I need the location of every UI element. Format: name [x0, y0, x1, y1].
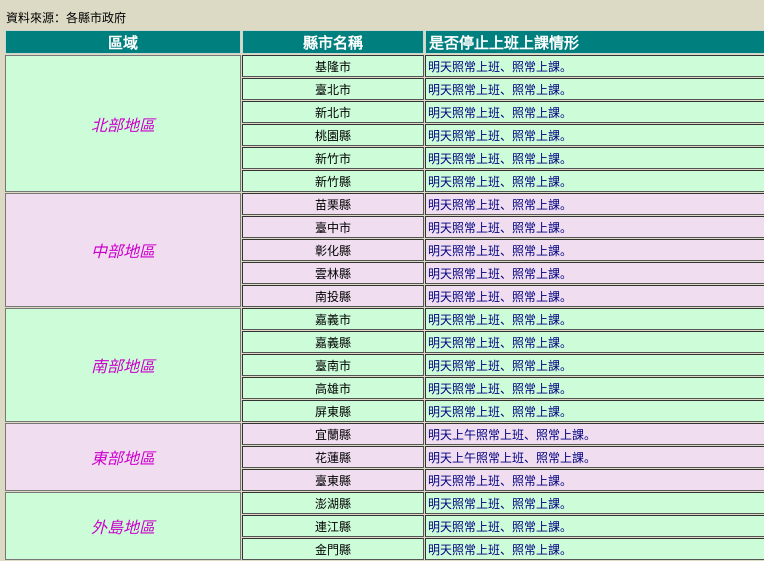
- county-cell: 嘉義縣: [242, 331, 424, 353]
- county-cell: 臺北市: [242, 78, 424, 100]
- table-row: 新北市 明天照常上班、照常上課。: [5, 101, 764, 123]
- county-cell: 花蓮縣: [242, 446, 424, 468]
- status-cell: 明天照常上班、照常上課。: [425, 331, 764, 353]
- table-row: 連江縣 明天照常上班、照常上課。: [5, 515, 764, 537]
- region-cell: 中部地區: [5, 193, 241, 307]
- region-cell: 東部地區: [5, 423, 241, 491]
- status-cell: 明天照常上班、照常上課。: [425, 515, 764, 537]
- status-cell: 明天上午照常上班、照常上課。: [425, 423, 764, 445]
- county-cell: 基隆市: [242, 55, 424, 77]
- table-row: 桃園縣 明天照常上班、照常上課。: [5, 124, 764, 146]
- status-cell: 明天照常上班、照常上課。: [425, 239, 764, 261]
- table-row: 新竹縣 明天照常上班、照常上課。: [5, 170, 764, 192]
- county-cell: 雲林縣: [242, 262, 424, 284]
- table-row: 臺中市 明天照常上班、照常上課。: [5, 216, 764, 238]
- header-county: 縣市名稱: [242, 30, 424, 54]
- table-row: 新竹市 明天照常上班、照常上課。: [5, 147, 764, 169]
- status-cell: 明天照常上班、照常上課。: [425, 124, 764, 146]
- table-row: 東部地區 宜蘭縣 明天上午照常上班、照常上課。: [5, 423, 764, 491]
- table-row: 彰化縣 明天照常上班、照常上課。: [5, 239, 764, 261]
- data-source-label: 資料來源：各縣市政府: [6, 11, 127, 25]
- table-row: 南投縣 明天照常上班、照常上課。: [5, 285, 764, 307]
- status-cell: 明天照常上班、照常上課。: [425, 216, 764, 238]
- status-cell: 明天照常上班、照常上課。: [425, 262, 764, 284]
- county-cell: 新北市: [242, 101, 424, 123]
- county-cell: 臺南市: [242, 354, 424, 376]
- table-row: 臺北市 明天照常上班、照常上課。: [5, 78, 764, 100]
- status-cell: 明天照常上班、照常上課。: [425, 377, 764, 399]
- region-cell: 北部地區: [5, 55, 241, 192]
- status-cell: 明天照常上班、照常上課。: [425, 285, 764, 307]
- table-row: 臺南市 明天照常上班、照常上課。: [5, 354, 764, 376]
- status-cell: 明天照常上班、照常上課。: [425, 400, 764, 422]
- work-school-status-table: 區域 縣市名稱 是否停止上班上課情形 北部地區 基隆市 明天照常上班、照常上課。 臺北…: [4, 29, 764, 561]
- table-row: 高雄市 明天照常上班、照常上課。: [5, 377, 764, 399]
- county-cell: 臺中市: [242, 216, 424, 238]
- table-row: 北部地區 基隆市 明天照常上班、照常上課。: [5, 55, 764, 192]
- county-cell: 澎湖縣: [242, 492, 424, 514]
- county-cell: 新竹市: [242, 147, 424, 169]
- status-cell: 明天照常上班、照常上課。: [425, 469, 764, 491]
- status-cell: 明天照常上班、照常上課。: [425, 538, 764, 560]
- county-cell: 臺東縣: [242, 469, 424, 491]
- table-row: 中部地區 苗栗縣 明天照常上班、照常上課。: [5, 193, 764, 307]
- county-cell: 屏東縣: [242, 400, 424, 422]
- table-row: 南部地區 嘉義市 明天照常上班、照常上課。: [5, 308, 764, 422]
- status-cell: 明天照常上班、照常上課。: [425, 78, 764, 100]
- table-row: 花蓮縣 明天上午照常上班、照常上課。: [5, 446, 764, 468]
- table-header-row: 區域 縣市名稱 是否停止上班上課情形: [5, 30, 764, 54]
- table-row: 外島地區 澎湖縣 明天照常上班、照常上課。: [5, 492, 764, 560]
- status-cell: 明天照常上班、照常上課。: [425, 101, 764, 123]
- region-cell: 外島地區: [5, 492, 241, 560]
- county-cell: 南投縣: [242, 285, 424, 307]
- status-cell: 明天照常上班、照常上課。: [425, 170, 764, 192]
- status-cell: 明天照常上班、照常上課。: [425, 308, 764, 330]
- status-cell: 明天照常上班、照常上課。: [425, 55, 764, 77]
- table-row: 雲林縣 明天照常上班、照常上課。: [5, 262, 764, 284]
- status-cell: 明天上午照常上班、照常上課。: [425, 446, 764, 468]
- table-row: 嘉義縣 明天照常上班、照常上課。: [5, 331, 764, 353]
- status-cell: 明天照常上班、照常上課。: [425, 492, 764, 514]
- county-cell: 高雄市: [242, 377, 424, 399]
- region-cell: 南部地區: [5, 308, 241, 422]
- county-cell: 嘉義市: [242, 308, 424, 330]
- county-cell: 彰化縣: [242, 239, 424, 261]
- table-row: 屏東縣 明天照常上班、照常上課。: [5, 400, 764, 422]
- status-cell: 明天照常上班、照常上課。: [425, 354, 764, 376]
- county-cell: 連江縣: [242, 515, 424, 537]
- status-cell: 明天照常上班、照常上課。: [425, 147, 764, 169]
- county-cell: 金門縣: [242, 538, 424, 560]
- header-region: 區域: [5, 30, 241, 54]
- county-cell: 宜蘭縣: [242, 423, 424, 445]
- table-row: 臺東縣 明天照常上班、照常上課。: [5, 469, 764, 491]
- header-status: 是否停止上班上課情形: [425, 30, 764, 54]
- county-cell: 苗栗縣: [242, 193, 424, 215]
- county-cell: 桃園縣: [242, 124, 424, 146]
- table-body: 北部地區 基隆市 明天照常上班、照常上課。 臺北市 明天照常上班、照常上課。 新北市 明天照…: [5, 55, 764, 560]
- status-cell: 明天照常上班、照常上課。: [425, 193, 764, 215]
- county-cell: 新竹縣: [242, 170, 424, 192]
